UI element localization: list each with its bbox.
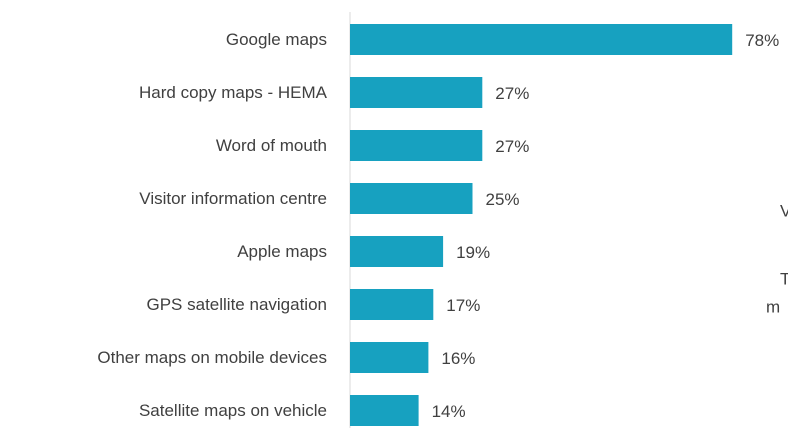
- data-label: 78%: [745, 31, 779, 50]
- bar: [350, 289, 434, 320]
- bar: [350, 24, 733, 55]
- bar: [350, 342, 429, 373]
- bar: [350, 183, 473, 214]
- annotation: V: [780, 201, 788, 220]
- data-label: 17%: [446, 296, 480, 315]
- category-label: Hard copy maps - HEMA: [139, 83, 328, 102]
- data-label: 19%: [456, 243, 490, 262]
- data-label: 25%: [486, 190, 520, 209]
- bar: [350, 77, 483, 108]
- category-label: Visitor information centre: [139, 189, 327, 208]
- category-label: Google maps: [226, 30, 327, 49]
- bar: [350, 130, 483, 161]
- category-label: GPS satellite navigation: [147, 295, 328, 314]
- annotation: T: [780, 269, 788, 288]
- data-label: 27%: [495, 137, 529, 156]
- data-label: 16%: [441, 349, 475, 368]
- annotation: m: [766, 297, 780, 316]
- category-label: Other maps on mobile devices: [97, 348, 327, 367]
- bar: [350, 236, 444, 267]
- category-label: Satellite maps on vehicle: [139, 401, 327, 420]
- bar: [350, 395, 419, 426]
- category-label: Word of mouth: [216, 136, 327, 155]
- category-label: Apple maps: [237, 242, 327, 261]
- data-label: 14%: [432, 402, 466, 421]
- data-label: 27%: [495, 84, 529, 103]
